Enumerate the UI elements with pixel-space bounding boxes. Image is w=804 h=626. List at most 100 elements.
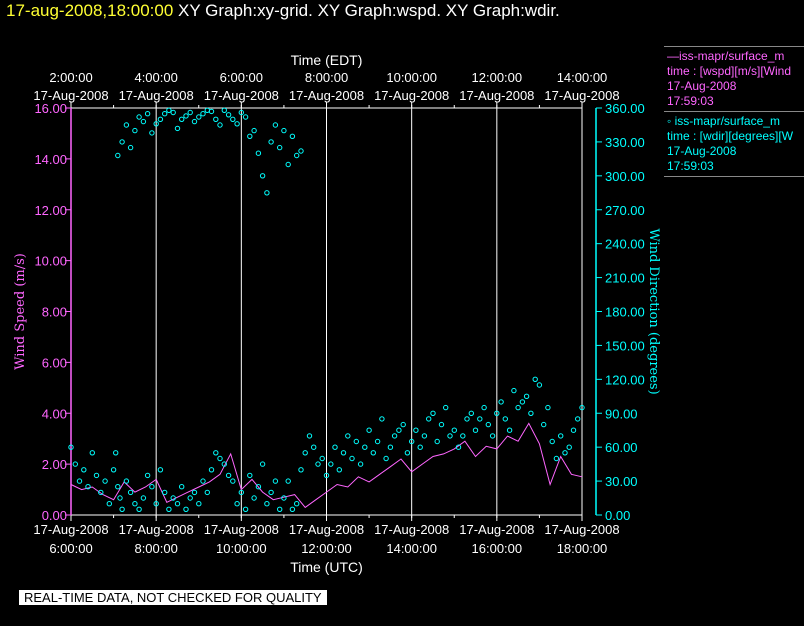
right-tick-label: 240.00: [605, 237, 645, 252]
point-wdir-early: [285, 161, 291, 168]
point-wdir: [208, 467, 215, 473]
point-wdir: [349, 455, 355, 462]
right-tick-label: 90.00: [605, 406, 638, 421]
point-wdir: [383, 455, 389, 462]
point-wdir: [570, 427, 577, 433]
right-tick-label: 330.00: [605, 135, 645, 150]
legend-wspd-var: time : [wspd][m/s][Wind: [667, 64, 792, 78]
point-wdir: [294, 501, 300, 507]
point-wdir: [443, 404, 449, 411]
point-wdir: [247, 472, 253, 479]
point-wdir: [289, 506, 296, 512]
point-wdir: [306, 433, 313, 439]
bottom-tick-time: 14:00:00: [386, 541, 437, 556]
graph-names: XY Graph:xy-grid. XY Graph:wspd. XY Grap…: [178, 1, 560, 20]
point-wdir: [149, 484, 155, 490]
point-wdir: [421, 433, 428, 439]
point-wdir: [221, 461, 228, 467]
left-tick-label: 12.00: [34, 203, 67, 218]
point-wdir: [204, 489, 211, 496]
point-wdir: [434, 438, 440, 445]
point-wdir-early: [234, 121, 240, 127]
point-wdir: [81, 467, 87, 473]
top-tick-date: 17-Aug-2008: [119, 88, 194, 103]
point-wdir: [281, 495, 287, 501]
left-tick-label: 2.00: [42, 457, 67, 472]
point-wdir: [323, 472, 330, 479]
point-wdir: [464, 416, 470, 422]
top-tick-date: 17-Aug-2008: [459, 88, 534, 103]
point-wdir: [545, 404, 551, 411]
point-wdir-early: [251, 127, 257, 134]
point-wdir: [234, 501, 240, 507]
left-tick-label: 16.00: [34, 101, 67, 116]
point-wdir: [472, 427, 479, 433]
point-wdir: [162, 489, 168, 496]
point-wdir: [477, 416, 483, 422]
point-wdir-early: [221, 107, 228, 114]
point-wdir: [481, 404, 487, 411]
point-wdir: [498, 399, 504, 405]
point-wdir-early: [289, 133, 296, 140]
point-wdir: [391, 433, 398, 439]
bottom-tick-time: 16:00:00: [472, 541, 523, 556]
legend-wdir-var: time : [wdir][degrees][W: [667, 129, 794, 143]
point-wdir: [345, 433, 351, 439]
point-wdir: [157, 467, 164, 473]
point-wdir: [426, 416, 432, 422]
bottom-tick-date: 17-Aug-2008: [204, 522, 279, 537]
series-wspd: [70, 422, 583, 509]
point-wdir: [68, 444, 74, 450]
right-tick-label: 30.00: [605, 474, 638, 489]
point-wdir: [562, 450, 568, 456]
point-wdir: [460, 433, 466, 439]
right-tick-label: 360.00: [605, 101, 645, 116]
point-wdir: [132, 501, 138, 507]
point-wdir: [409, 438, 415, 445]
point-wdir: [430, 410, 436, 416]
legend-divider: [664, 46, 804, 47]
point-wdir: [302, 450, 308, 456]
legend: —iss-mapr/surface_m time : [wspd][m/s][W…: [664, 46, 804, 177]
bottom-axis-label: Time (UTC): [290, 559, 363, 575]
right-axis-label: Wind Direction (degrees): [646, 228, 661, 394]
point-wdir: [579, 404, 585, 411]
point-wdir: [404, 450, 411, 456]
legend-wdir-time: 17:59:03: [667, 159, 714, 173]
right-tick-label: 270.00: [605, 203, 645, 218]
point-wdir-early: [298, 148, 304, 154]
point-wdir: [489, 433, 496, 439]
point-wdir-early: [174, 125, 181, 132]
bottom-tick-date: 17-Aug-2008: [33, 522, 108, 537]
point-wdir: [468, 410, 474, 416]
point-wdir: [170, 495, 176, 501]
point-wdir-early: [115, 152, 121, 159]
top-tick-date: 17-Aug-2008: [289, 88, 364, 103]
point-wdir: [187, 495, 193, 501]
left-tick-label: 8.00: [42, 305, 67, 320]
point-wdir-early: [170, 109, 176, 116]
point-wdir: [328, 461, 334, 467]
point-wdir-early: [230, 116, 236, 123]
point-wdir: [340, 450, 347, 456]
point-wdir: [268, 489, 274, 496]
point-wdir: [264, 501, 270, 507]
top-tick-time: 8:00:00: [305, 70, 348, 85]
point-wdir-early: [191, 118, 198, 125]
point-wdir: [230, 478, 236, 484]
point-wdir: [242, 506, 249, 512]
legend-wspd-time: 17:59:03: [667, 94, 714, 108]
right-tick-label: 210.00: [605, 271, 645, 286]
timestamp: 17-aug-2008,18:00:00: [6, 1, 174, 20]
point-wdir: [106, 501, 113, 507]
right-tick-label: 120.00: [605, 372, 645, 387]
point-wdir-early: [123, 122, 130, 128]
left-tick-label: 10.00: [34, 254, 67, 269]
point-wdir: [455, 444, 462, 450]
point-wdir: [379, 416, 385, 422]
left-tick-label: 0.00: [42, 508, 67, 523]
point-wdir: [123, 478, 130, 484]
point-wdir: [566, 444, 572, 450]
point-wdir: [438, 421, 445, 428]
